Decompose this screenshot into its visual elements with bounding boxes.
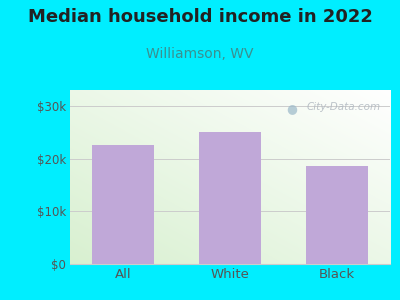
Bar bbox=[92, 146, 154, 264]
Text: Median household income in 2022: Median household income in 2022 bbox=[28, 8, 372, 26]
Bar bbox=[306, 167, 368, 264]
Text: Williamson, WV: Williamson, WV bbox=[146, 46, 254, 61]
Text: ●: ● bbox=[286, 102, 297, 115]
Text: City-Data.com: City-Data.com bbox=[306, 102, 380, 112]
Bar bbox=[199, 132, 261, 264]
